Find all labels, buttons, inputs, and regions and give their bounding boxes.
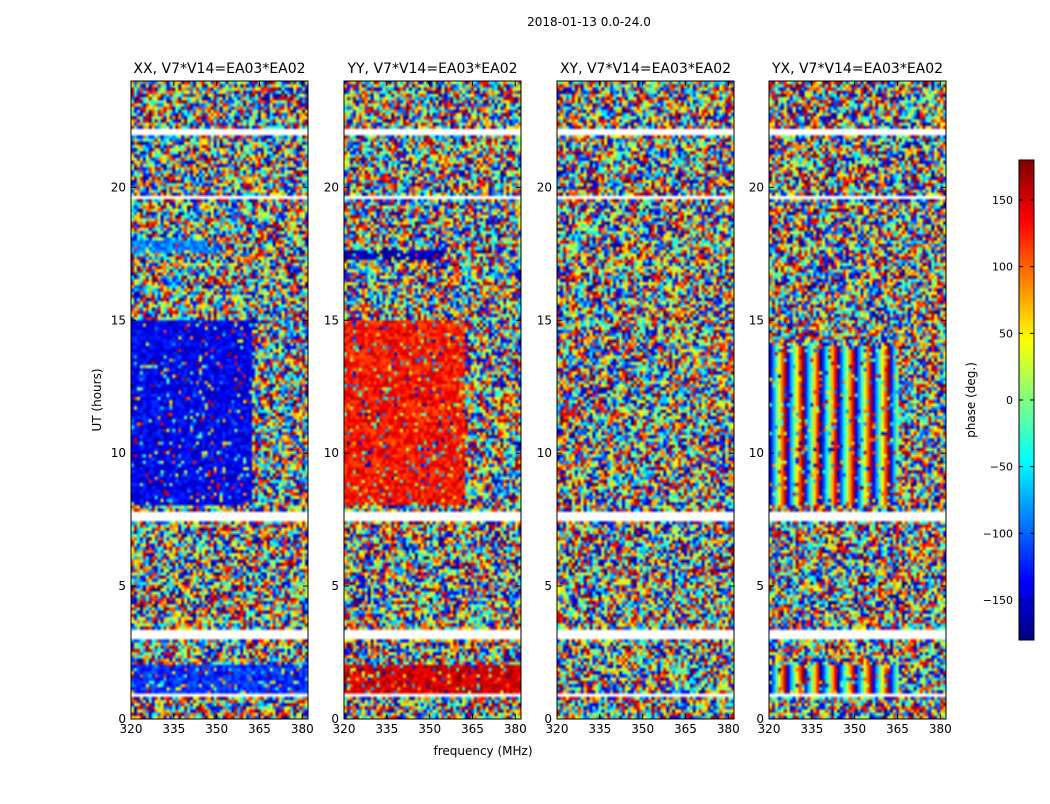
y-axis-label: UT (hours) bbox=[90, 368, 104, 431]
y-tick-label: 20 bbox=[537, 180, 552, 194]
colorbar-tick-label: 50 bbox=[999, 327, 1013, 340]
x-tick-label: 380 bbox=[717, 722, 740, 736]
x-tick-label: 350 bbox=[631, 722, 654, 736]
x-tick-label: 320 bbox=[546, 722, 569, 736]
x-tick-label: 365 bbox=[674, 722, 697, 736]
x-tick-label: 350 bbox=[205, 722, 228, 736]
y-tick-label: 5 bbox=[756, 579, 764, 593]
phase-waterfall-xx bbox=[131, 81, 308, 719]
colorbar: −150 −100 −50 0 50 100 150 phase (deg.) bbox=[964, 159, 1035, 641]
x-tick-label: 380 bbox=[929, 722, 952, 736]
x-tick-label: 350 bbox=[843, 722, 866, 736]
x-tick-label: 380 bbox=[291, 722, 314, 736]
panel-frame bbox=[768, 80, 947, 720]
y-tick-label: 0 bbox=[331, 712, 339, 726]
colorbar-label: phase (deg.) bbox=[964, 362, 978, 438]
y-tick-label: 20 bbox=[749, 180, 764, 194]
colorbar-tick-label: −150 bbox=[983, 594, 1013, 607]
panel-frame bbox=[556, 80, 735, 720]
x-tick-label: 365 bbox=[886, 722, 909, 736]
x-axis-label: frequency (MHz) bbox=[433, 744, 532, 758]
x-tick-label: 320 bbox=[333, 722, 356, 736]
panel-yx: YX, V7*V14=EA03*EA02 320 335 350 365 380 0 5 10 1… bbox=[749, 61, 952, 736]
x-tick-label: 335 bbox=[375, 722, 398, 736]
y-tick-label: 15 bbox=[749, 313, 764, 327]
panel-frame bbox=[130, 80, 309, 720]
colorbar-tick-label: 100 bbox=[992, 261, 1013, 274]
figure-title: 2018-01-13 0.0-24.0 bbox=[527, 15, 651, 29]
x-tick-label: 320 bbox=[120, 722, 143, 736]
x-tick-label: 335 bbox=[162, 722, 185, 736]
x-tick-label: 365 bbox=[248, 722, 271, 736]
y-tick-label: 15 bbox=[324, 313, 339, 327]
panel-title: YY, V7*V14=EA03*EA02 bbox=[346, 61, 517, 77]
y-tick-label: 0 bbox=[544, 712, 552, 726]
y-tick-label: 20 bbox=[324, 180, 339, 194]
panel-title: YX, V7*V14=EA03*EA02 bbox=[771, 61, 943, 77]
colorbar-tick-label: −50 bbox=[990, 461, 1013, 474]
y-tick-label: 10 bbox=[537, 446, 552, 460]
phase-waterfall-yx bbox=[769, 81, 946, 719]
colorbar-tick-label: 150 bbox=[992, 194, 1013, 207]
panel-yy: YY, V7*V14=EA03*EA02 320 335 350 365 380 0 5 10 1… bbox=[324, 61, 527, 736]
phase-waterfall-yy bbox=[344, 81, 521, 719]
colorbar-tick-label: −100 bbox=[983, 527, 1013, 540]
y-tick-label: 15 bbox=[111, 313, 126, 327]
y-tick-label: 0 bbox=[118, 712, 126, 726]
x-tick-label: 365 bbox=[461, 722, 484, 736]
y-tick-label: 5 bbox=[544, 579, 552, 593]
x-tick-label: 350 bbox=[418, 722, 441, 736]
phase-waterfall-xy bbox=[557, 81, 734, 719]
panel-xy: XY, V7*V14=EA03*EA02 320 335 350 365 380 0 5 10 1… bbox=[537, 61, 740, 736]
panel-frame bbox=[343, 80, 522, 720]
y-tick-label: 5 bbox=[331, 579, 339, 593]
panel-title: XY, V7*V14=EA03*EA02 bbox=[560, 61, 731, 77]
y-tick-label: 10 bbox=[324, 446, 339, 460]
panel-xx: XX, V7*V14=EA03*EA02 320 335 350 365 380 0 5 10 1… bbox=[111, 61, 314, 736]
y-tick-label: 10 bbox=[111, 446, 126, 460]
y-tick-label: 0 bbox=[756, 712, 764, 726]
x-tick-label: 335 bbox=[588, 722, 611, 736]
y-tick-label: 15 bbox=[537, 313, 552, 327]
colorbar-tick-label: 0 bbox=[1006, 394, 1013, 407]
y-tick-label: 5 bbox=[118, 579, 126, 593]
panel-title: XX, V7*V14=EA03*EA02 bbox=[133, 61, 305, 77]
x-tick-label: 380 bbox=[504, 722, 527, 736]
y-tick-label: 10 bbox=[749, 446, 764, 460]
y-tick-label: 20 bbox=[111, 180, 126, 194]
x-tick-label: 320 bbox=[758, 722, 781, 736]
x-tick-label: 335 bbox=[800, 722, 823, 736]
